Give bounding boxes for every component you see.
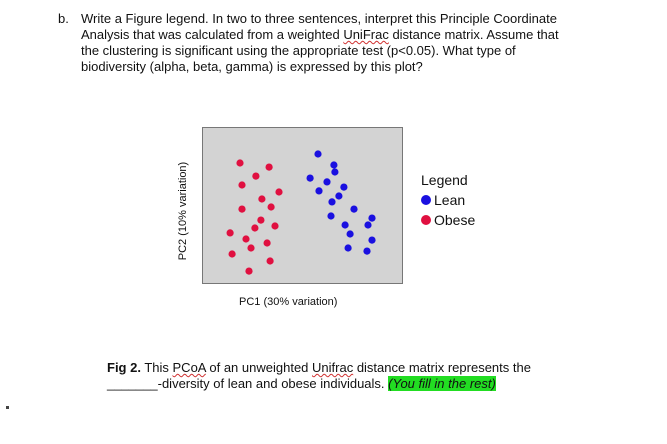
lean-point-9: [350, 205, 358, 213]
obese-point-6: [267, 203, 275, 211]
lean-point-11: [341, 221, 349, 229]
obese-point-15: [228, 250, 236, 258]
obese-point-13: [263, 239, 271, 247]
obese-point-8: [257, 216, 265, 224]
bullet-dot: [6, 406, 9, 409]
obese-point-9: [271, 222, 279, 230]
obese-point-12: [242, 235, 250, 243]
obese-point-1: [265, 163, 273, 171]
caption-text-c: distance matrix represents the: [353, 360, 531, 375]
lean-point-14: [346, 230, 354, 238]
obese-point-7: [238, 205, 246, 213]
caption-line-2: _______-diversity of lean and obese indi…: [107, 376, 531, 392]
question-line-1: Write a Figure legend. In two to three s…: [81, 11, 557, 26]
obese-point-2: [252, 172, 260, 180]
pcoa-plot-area: [202, 127, 403, 284]
caption-text-d: -diversity of lean and obese individuals…: [157, 376, 389, 391]
lean-point-17: [363, 247, 371, 255]
caption-text-a: This: [140, 360, 173, 375]
lean-point-10: [327, 212, 335, 220]
fill-blank: _______: [107, 376, 158, 391]
question-label: b.: [58, 11, 69, 26]
caption-line-1: Fig 2. This PCoA of an unweighted Unifra…: [107, 360, 531, 376]
lean-dot-icon: [421, 195, 431, 205]
lean-point-8: [328, 198, 336, 206]
lean-point-4: [323, 178, 331, 186]
lean-point-3: [306, 174, 314, 182]
obese-dot-icon: [421, 215, 431, 225]
lean-point-1: [330, 161, 338, 169]
lean-point-6: [315, 187, 323, 195]
obese-point-5: [258, 195, 266, 203]
legend-item-lean: Lean: [421, 190, 475, 210]
obese-point-3: [238, 181, 246, 189]
legend-item-obese: Obese: [421, 210, 475, 230]
caption-text-b: of an unweighted: [205, 360, 313, 375]
legend: Legend Lean Obese: [421, 170, 475, 230]
lean-point-0: [314, 150, 322, 158]
obese-point-10: [251, 224, 259, 232]
question-line-2: Analysis that was calculated from a weig…: [81, 27, 621, 43]
question-line-2-b: distance matrix. Assume that: [388, 27, 559, 42]
lean-point-16: [344, 244, 352, 252]
pcoa-term: PCoA: [172, 360, 206, 375]
lean-point-12: [364, 221, 372, 229]
lean-point-15: [368, 236, 376, 244]
obese-point-11: [226, 229, 234, 237]
pcoa-scatter: [226, 150, 376, 275]
fig-label: Fig 2.: [107, 360, 141, 375]
question-text: Write a Figure legend. In two to three s…: [81, 11, 621, 75]
unifrac-caption-term: Unifrac: [312, 360, 354, 375]
legend-item-obese-label: Obese: [434, 212, 476, 228]
question-line-3: the clustering is significant using the …: [81, 43, 516, 58]
question-line-4: biodiversity (alpha, beta, gamma) is exp…: [81, 59, 423, 74]
legend-title: Legend: [421, 172, 468, 188]
lean-point-7: [335, 192, 343, 200]
obese-point-17: [245, 267, 253, 275]
question-line-2-a: Analysis that was calculated from a weig…: [81, 27, 344, 42]
x-axis-label: PC1 (30% variation): [239, 296, 338, 308]
obese-point-14: [247, 244, 255, 252]
lean-point-13: [368, 214, 376, 222]
obese-point-4: [275, 188, 283, 196]
unifrac-term: UniFrac: [343, 27, 389, 42]
figure-caption: Fig 2. This PCoA of an unweighted Unifra…: [107, 360, 531, 392]
obese-point-0: [236, 159, 244, 167]
lean-point-2: [331, 168, 339, 176]
y-axis-label: PC2 (10% variation): [177, 161, 189, 261]
legend-item-lean-label: Lean: [434, 192, 466, 208]
lean-point-5: [340, 183, 348, 191]
fill-instruction-highlight: (You fill in the rest): [388, 376, 496, 391]
obese-point-16: [266, 257, 274, 265]
